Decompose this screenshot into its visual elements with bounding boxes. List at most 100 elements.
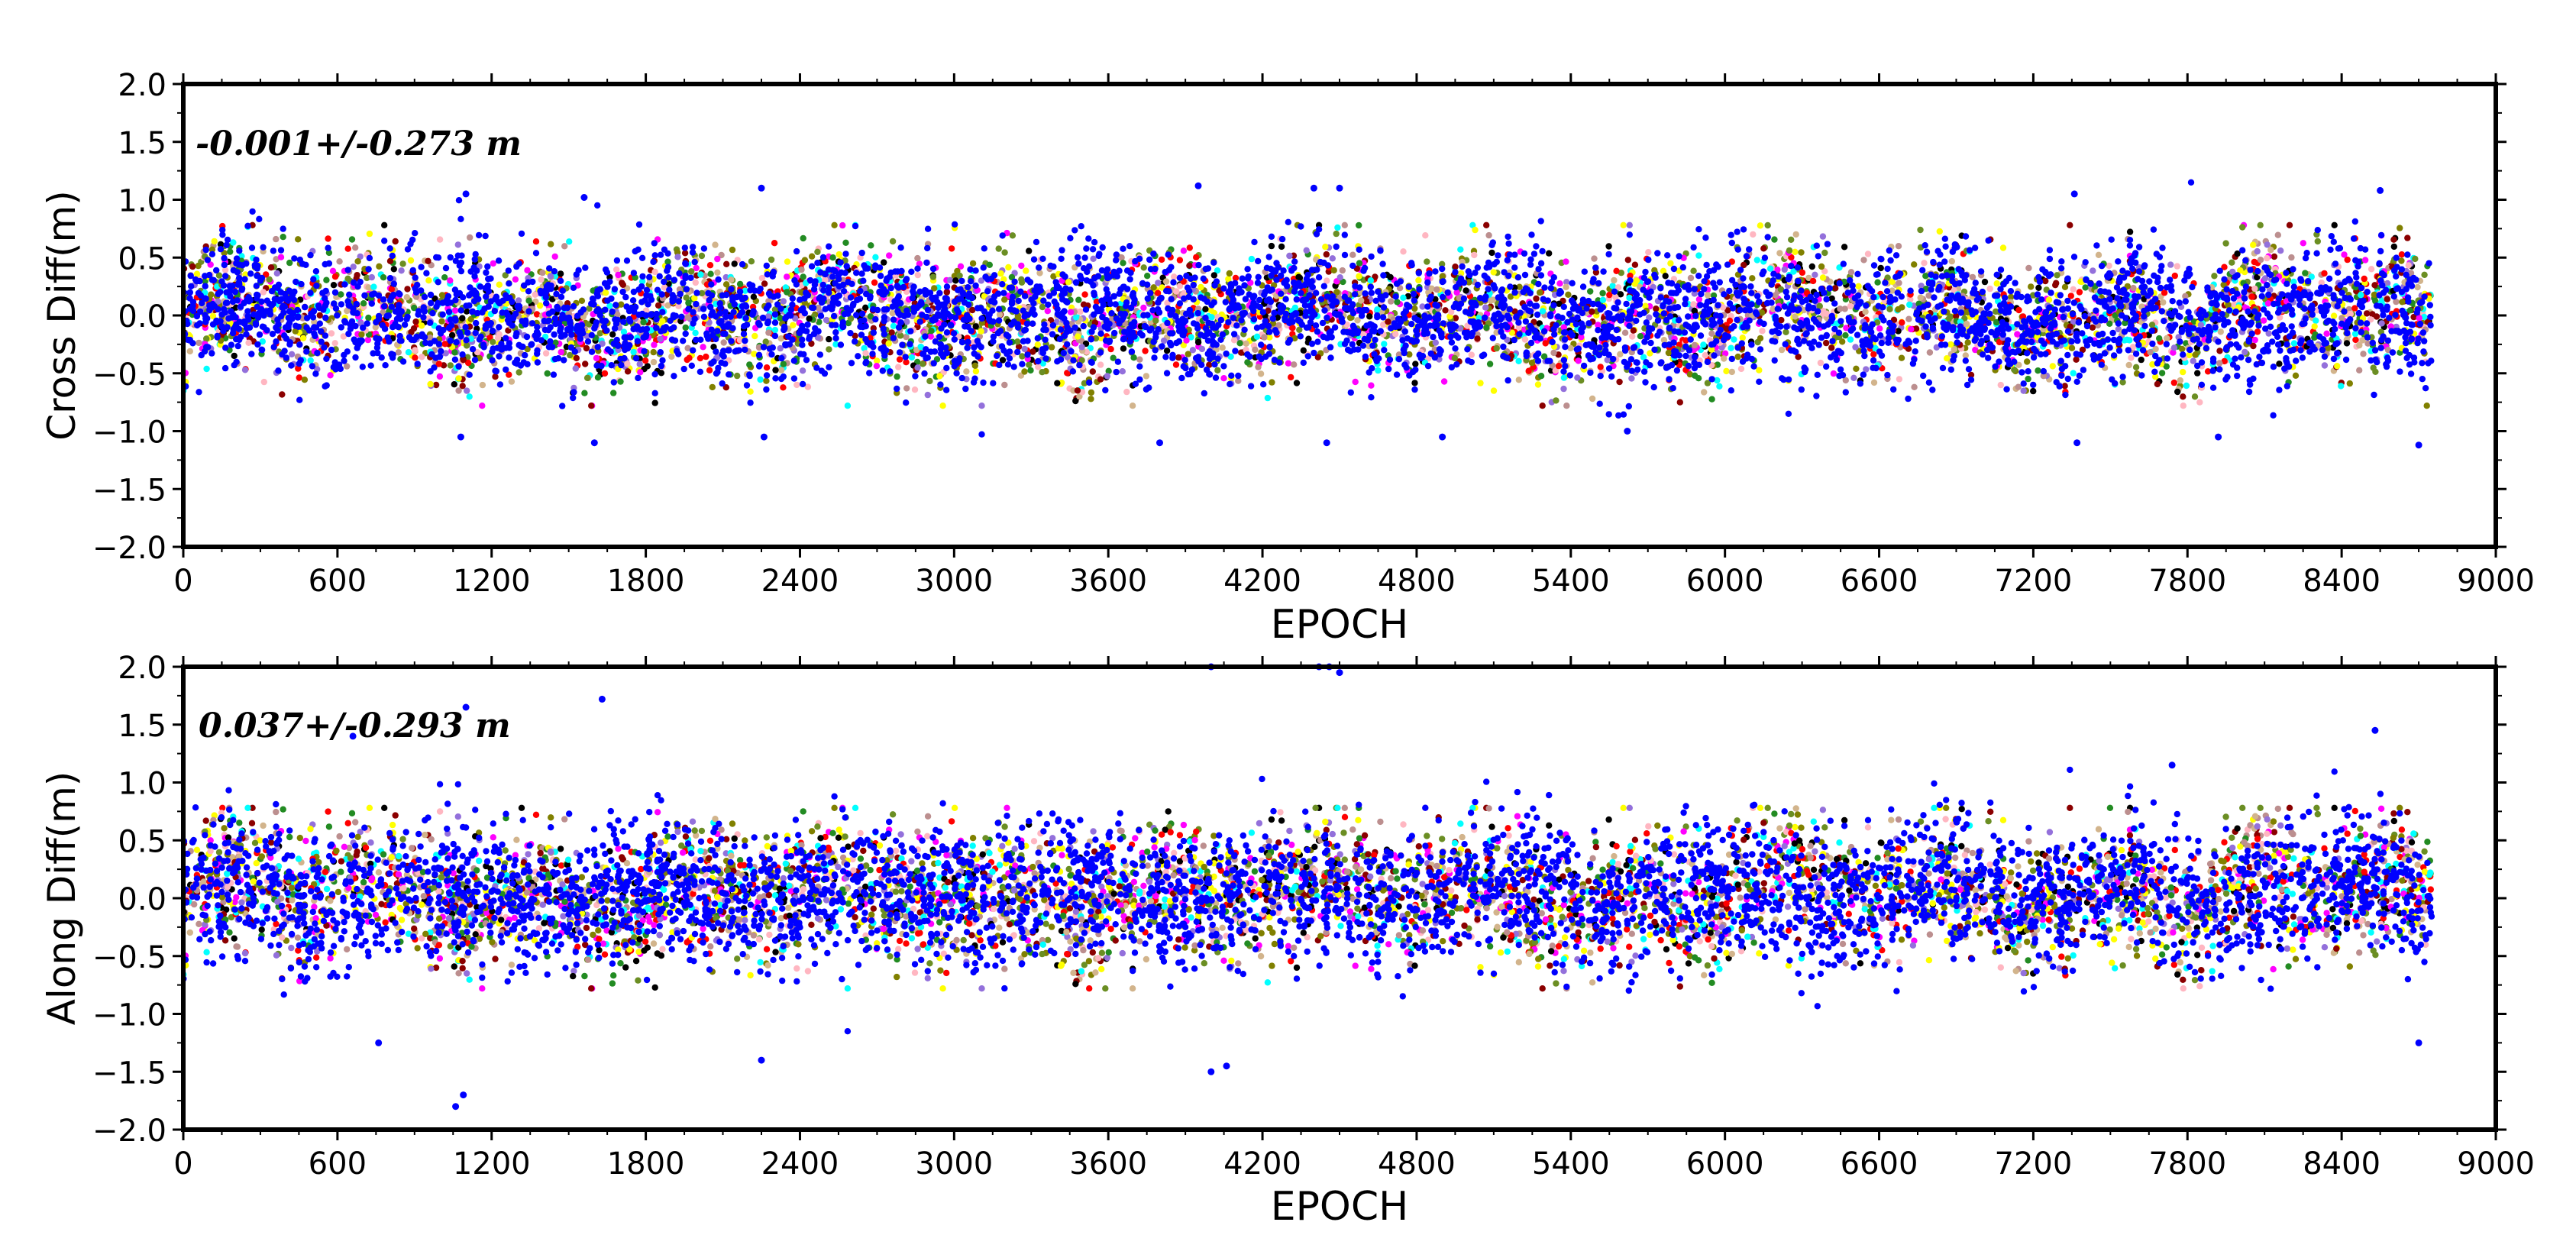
data-point bbox=[1322, 244, 1329, 251]
data-point bbox=[952, 277, 959, 284]
data-point bbox=[2229, 259, 2235, 266]
data-point bbox=[2404, 234, 2411, 241]
data-point bbox=[1884, 274, 1891, 281]
data-point bbox=[1356, 273, 1362, 280]
data-point bbox=[2128, 354, 2135, 361]
data-point bbox=[1837, 306, 1844, 312]
data-point bbox=[1700, 341, 1707, 348]
data-point bbox=[1152, 317, 1159, 324]
data-point bbox=[1896, 376, 1903, 383]
data-point bbox=[801, 257, 809, 264]
data-point bbox=[524, 267, 531, 274]
data-point bbox=[1120, 345, 1127, 352]
data-point bbox=[1023, 267, 1029, 274]
data-point bbox=[1556, 300, 1563, 307]
data-point bbox=[1926, 349, 1934, 356]
data-point bbox=[1400, 294, 1407, 301]
data-point bbox=[1750, 231, 1757, 238]
data-point bbox=[441, 341, 448, 348]
data-point bbox=[1075, 296, 1082, 303]
data-point bbox=[1295, 273, 1302, 280]
data-point bbox=[1917, 294, 1924, 301]
data-point bbox=[1563, 279, 1570, 286]
data-point bbox=[403, 294, 410, 301]
data-point bbox=[1090, 255, 1097, 262]
data-point bbox=[1411, 380, 1418, 386]
data-point bbox=[1847, 302, 1854, 310]
data-point bbox=[516, 369, 522, 376]
data-point bbox=[1862, 309, 1869, 315]
data-point bbox=[327, 372, 334, 379]
data-point bbox=[972, 367, 980, 375]
data-point bbox=[583, 374, 591, 381]
data-point bbox=[2170, 344, 2178, 351]
data-point bbox=[1171, 273, 1178, 280]
data-point bbox=[814, 248, 821, 255]
data-point bbox=[1451, 354, 1459, 362]
data-point bbox=[2352, 336, 2359, 344]
data-point bbox=[1788, 236, 1795, 243]
data-point bbox=[2054, 272, 2060, 279]
data-point bbox=[1089, 368, 1097, 375]
data-point bbox=[1001, 296, 1008, 303]
data-point bbox=[1760, 245, 1767, 252]
data-point bbox=[1589, 395, 1596, 403]
data-point bbox=[1563, 258, 1569, 265]
data-point bbox=[1597, 364, 1604, 370]
data-point bbox=[451, 349, 458, 356]
data-point bbox=[1701, 389, 1708, 396]
data-point bbox=[2183, 382, 2190, 390]
data-point bbox=[873, 363, 881, 370]
data-point bbox=[211, 238, 218, 245]
data-point bbox=[1560, 385, 1567, 393]
data-point bbox=[693, 264, 700, 272]
data-point bbox=[1180, 247, 1188, 254]
data-point bbox=[1381, 341, 1388, 348]
data-point bbox=[1830, 370, 1837, 377]
data-point bbox=[707, 270, 714, 277]
data-point bbox=[2254, 247, 2261, 255]
data-point bbox=[1676, 399, 1683, 406]
data-point bbox=[1140, 264, 1147, 271]
data-point bbox=[2229, 268, 2236, 276]
data-point bbox=[2257, 257, 2264, 264]
data-point bbox=[637, 369, 644, 376]
data-point bbox=[1917, 226, 1924, 234]
data-point bbox=[1629, 333, 1636, 340]
data-point bbox=[525, 297, 532, 304]
data-point bbox=[2015, 306, 2022, 314]
data-point bbox=[862, 304, 869, 311]
data-point bbox=[2414, 283, 2421, 291]
data-point bbox=[2053, 280, 2060, 286]
data-point bbox=[946, 276, 954, 283]
data-point bbox=[1431, 346, 1439, 353]
data-point bbox=[1442, 307, 1449, 314]
data-point bbox=[360, 300, 367, 307]
data-point bbox=[2372, 368, 2379, 375]
data-point bbox=[307, 357, 314, 364]
data-point bbox=[2314, 238, 2321, 245]
data-point bbox=[1575, 357, 1582, 364]
data-point bbox=[2194, 370, 2201, 377]
data-point bbox=[1026, 361, 1033, 368]
data-point bbox=[684, 344, 691, 351]
data-point bbox=[1238, 349, 1245, 356]
data-point bbox=[558, 348, 564, 356]
data-point bbox=[2020, 387, 2027, 394]
data-point bbox=[1261, 334, 1268, 341]
data-point bbox=[370, 283, 377, 290]
data-point bbox=[1691, 341, 1698, 349]
data-point bbox=[2369, 311, 2376, 318]
data-point bbox=[2028, 283, 2035, 290]
data-point bbox=[780, 298, 787, 305]
data-point bbox=[2024, 358, 2031, 365]
data-point bbox=[1143, 373, 1150, 380]
data-point bbox=[1766, 265, 1774, 272]
data-point bbox=[542, 350, 550, 357]
data-point bbox=[1981, 278, 1989, 286]
data-point bbox=[2090, 267, 2096, 274]
data-point bbox=[436, 373, 444, 380]
data-point bbox=[301, 377, 309, 383]
data-point bbox=[1136, 356, 1143, 363]
data-point bbox=[971, 362, 979, 369]
